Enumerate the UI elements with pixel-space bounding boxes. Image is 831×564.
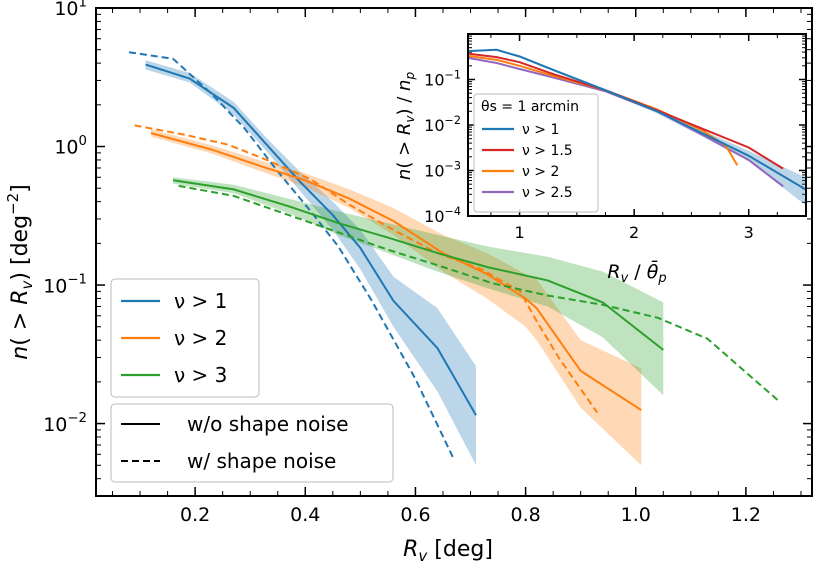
main-data-layer bbox=[128, 51, 780, 466]
main-x-tick-label: 0.6 bbox=[400, 504, 430, 526]
main-x-tick-label: 1.0 bbox=[621, 504, 651, 526]
inset-legend-label: ν > 1 bbox=[522, 122, 559, 138]
dashed-line-ν > 1 bbox=[128, 51, 455, 460]
series-legend-label: ν > 3 bbox=[174, 363, 227, 387]
series-legend-label: ν > 1 bbox=[174, 289, 227, 313]
solid-line-ν > 1 bbox=[145, 63, 477, 416]
band-ν > 3 bbox=[173, 177, 664, 396]
inset-data-layer bbox=[468, 48, 806, 206]
inset-x-tick-label: 2 bbox=[629, 223, 639, 242]
inset-legend-label: ν > 2 bbox=[522, 164, 559, 180]
series-legend-box bbox=[110, 278, 260, 398]
inset-legend-title: θs = 1 arcmin bbox=[481, 99, 579, 115]
series-legend-label: ν > 2 bbox=[174, 326, 227, 350]
main-y-tick-label: 100 bbox=[54, 134, 87, 159]
style-legend-label: w/o shape noise bbox=[187, 412, 349, 436]
inset-y-axis-label: n( > Rv) / np bbox=[394, 72, 417, 181]
inset-y-tick-label: 10−3 bbox=[424, 159, 461, 180]
style-legend-label: w/ shape noise bbox=[187, 449, 336, 473]
inset-line-ν > 1 bbox=[468, 48, 806, 191]
main-y-tick-label: 10−2 bbox=[43, 411, 87, 436]
inset-x-tick-label: 3 bbox=[744, 223, 754, 242]
main-x-tick-label: 0.8 bbox=[510, 504, 540, 526]
series-legend: ν > 1 ν > 2 ν > 3 bbox=[110, 278, 260, 398]
main-x-tick-label: 1.2 bbox=[731, 504, 761, 526]
inset-legend-label: ν > 2.5 bbox=[522, 185, 573, 201]
style-legend-box bbox=[110, 403, 394, 483]
inset-x-tick-label: 1 bbox=[514, 223, 524, 242]
inset-legend: θs = 1 arcmin ν > 1 ν > 1.5 ν > 2 ν > 2.5 bbox=[473, 93, 599, 213]
band-ν > 2 bbox=[151, 129, 642, 466]
dashed-line-ν > 2 bbox=[134, 124, 599, 414]
inset-legend-box bbox=[473, 93, 599, 213]
dashed-line-ν > 3 bbox=[178, 184, 780, 402]
inset-x-axis-label: Rv / θ̄p bbox=[607, 259, 666, 286]
main-y-tick-label: 101 bbox=[54, 0, 87, 20]
main-x-tick-label: 0.4 bbox=[290, 504, 320, 526]
inset-frame bbox=[467, 33, 807, 217]
main-x-axis-label: Rv [deg] bbox=[403, 537, 493, 564]
style-legend: w/o shape noise w/ shape noise bbox=[110, 403, 394, 483]
main-x-tick-label: 0.2 bbox=[180, 504, 210, 526]
inset-y-tick-label: 10−2 bbox=[424, 114, 461, 135]
main-frame bbox=[95, 7, 813, 497]
main-y-tick-label: 10−1 bbox=[43, 273, 87, 298]
inset-plot: 10−4 10−3 10−2 10−1 1 2 3 θs = 1 arcmin ν > 1 ν >… bbox=[424, 33, 807, 242]
inset-y-tick-label: 10−4 bbox=[424, 205, 461, 226]
inset-legend-label: ν > 1.5 bbox=[522, 143, 573, 159]
solid-line-ν > 2 bbox=[150, 132, 642, 411]
main-y-axis-label: n( > Rv) [deg−2] bbox=[4, 184, 36, 360]
main-plot: 10−2 10−1 100 101 0.2 0.4 0.6 0.8 1.0 1.2 bbox=[43, 0, 813, 526]
inset-y-tick-label: 10−1 bbox=[424, 68, 461, 89]
solid-line-ν > 3 bbox=[172, 179, 664, 351]
